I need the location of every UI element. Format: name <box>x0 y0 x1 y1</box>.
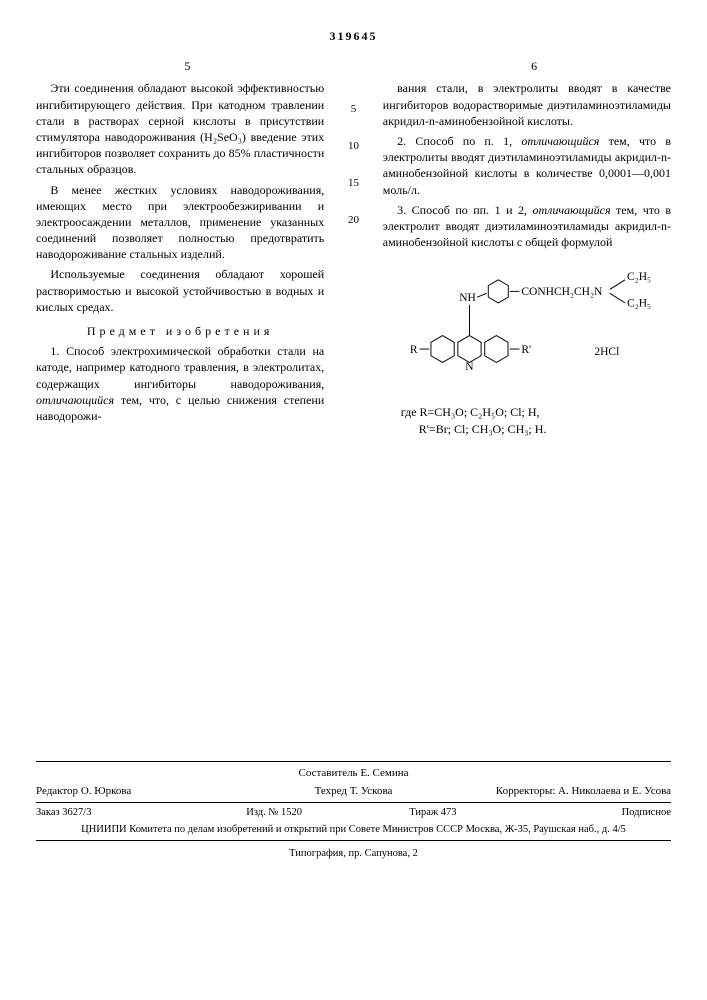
right-p3: 3. Способ по пп. 1 и 2, отличающийся тем… <box>383 202 671 251</box>
svg-text:2HCl: 2HCl <box>594 346 619 358</box>
left-p1: Эти соединения обладают высокой эффектив… <box>36 80 324 177</box>
left-column: 5 Эти соединения обладают высокой эффект… <box>36 58 324 441</box>
lineno: 20 <box>348 213 359 228</box>
right-p2b: отличающийся <box>521 134 599 148</box>
svg-text:N: N <box>465 361 474 373</box>
order-no: Заказ 3627/3 <box>36 806 195 820</box>
svg-text:NH: NH <box>459 292 476 304</box>
where-line1: R=CH₃O; C₂H₅O; Cl; H, <box>420 405 540 419</box>
svg-text:C₂H₅: C₂H₅ <box>627 298 651 310</box>
lineno: 10 <box>348 139 359 154</box>
right-p1: вания стали, в электролиты вводят в каче… <box>383 80 671 129</box>
imprint-footer: Составитель Е. Семина Редактор О. Юркова… <box>36 761 671 861</box>
org-line: ЦНИИПИ Комитета по делам изобретений и о… <box>36 823 671 837</box>
svg-text:C₂H₅: C₂H₅ <box>627 271 651 283</box>
page-num-right: 6 <box>383 58 671 74</box>
line-number-gutter: 5 10 15 20 <box>346 58 361 441</box>
tech-label: Техред <box>315 785 347 797</box>
right-p3a: 3. Способ по пп. 1 и 2, <box>397 203 532 217</box>
editor-label: Редактор <box>36 785 78 797</box>
tirazh: Тираж 473 <box>354 806 513 820</box>
where-label: где <box>401 405 417 419</box>
right-p3b: отличающийся <box>533 203 611 217</box>
subscription: Подписное <box>512 806 671 820</box>
chemical-formula: NH CONHCH₂CH₂N C₂H₅ C₂H₅ R R' N 2HCl <box>383 260 671 394</box>
compiler-name: Е. Семина <box>360 767 408 779</box>
corr-names: А. Николаева и Е. Усова <box>558 785 671 797</box>
claims-heading: Предмет изобретения <box>36 323 324 339</box>
left-p4a: 1. Способ электрохимической обработки ст… <box>36 344 324 390</box>
compiler-label: Составитель <box>298 767 357 779</box>
editor-name: О. Юркова <box>81 785 131 797</box>
where-line2: R'=Br; Cl; CH₃O; CH₃; H. <box>419 422 547 436</box>
right-column: 6 вания стали, в электролиты вводят в ка… <box>383 58 671 441</box>
lineno: 15 <box>348 176 359 191</box>
right-p2a: 2. Способ по п. 1, <box>397 134 521 148</box>
left-p3: Используемые соединения обладают хорошей… <box>36 266 324 315</box>
doc-number: 319645 <box>36 28 671 44</box>
where-clause: где R=CH₃O; C₂H₅O; Cl; H, R'=Br; Cl; CH₃… <box>401 404 671 436</box>
svg-text:R': R' <box>521 344 531 356</box>
left-p4b: отличающийся <box>36 393 114 407</box>
page-num-left: 5 <box>36 58 324 74</box>
two-column-layout: 5 Эти соединения обладают высокой эффект… <box>36 58 671 441</box>
svg-text:R: R <box>410 344 418 356</box>
tech-name: Т. Ускова <box>350 785 393 797</box>
corr-label: Корректоры: <box>496 785 555 797</box>
left-p2: В менее жестких условиях наводороживания… <box>36 182 324 263</box>
typography-line: Типография, пр. Сапунова, 2 <box>36 847 671 861</box>
izd-no: Изд. № 1520 <box>195 806 354 820</box>
lineno: 5 <box>351 102 357 117</box>
svg-text:CONHCH₂CH₂N: CONHCH₂CH₂N <box>521 286 603 298</box>
right-p2: 2. Способ по п. 1, отличающийся тем, что… <box>383 133 671 198</box>
left-p4: 1. Способ электрохимической обработки ст… <box>36 343 324 424</box>
